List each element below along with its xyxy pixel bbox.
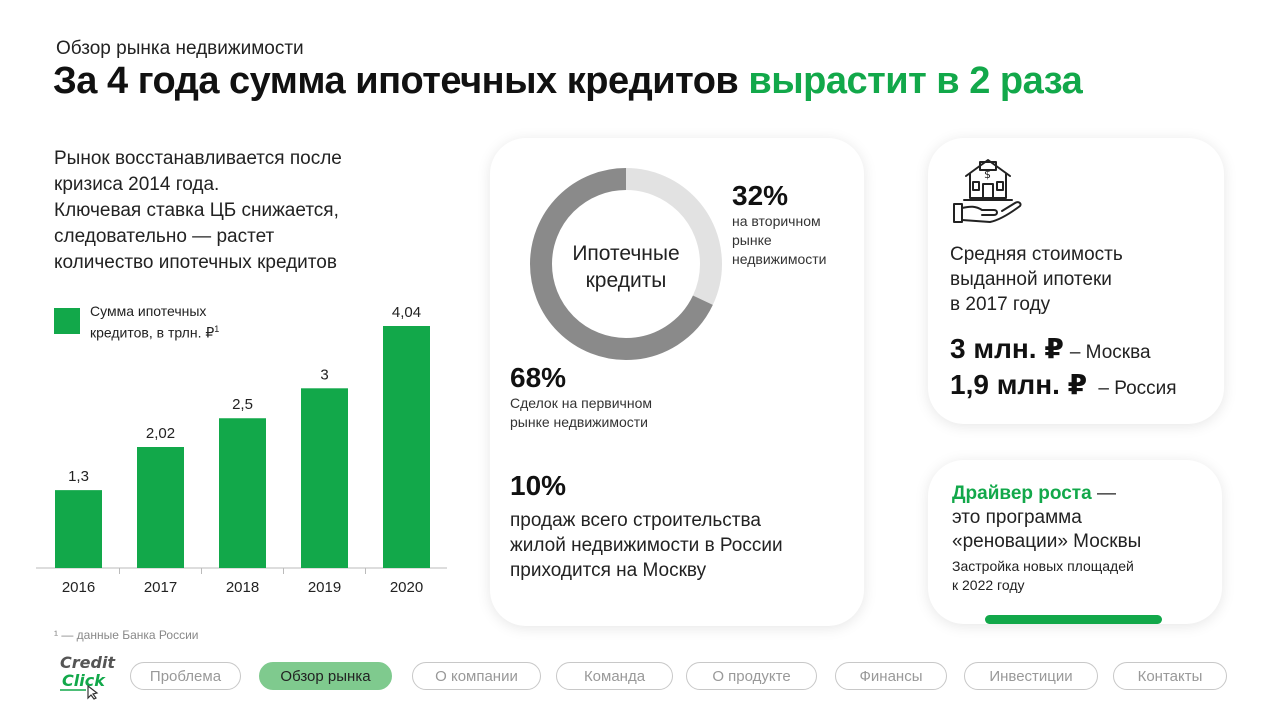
x-tick-label: 2019 (308, 579, 341, 596)
nav-tab[interactable]: Обзор рынка (259, 662, 392, 690)
title-accent: вырастит в 2 раза (748, 60, 1083, 102)
bar-value-label: 4,04 (392, 304, 421, 321)
growth-driver-text: Драйвер роста — это программа «реновации… (952, 483, 1142, 552)
nav-tab[interactable]: О продукте (686, 662, 817, 690)
x-tick-label: 2018 (226, 579, 259, 596)
growth-driver-subtext: Застройка новых площадей к 2022 году (952, 558, 1134, 593)
bar-value-label: 1,3 (68, 468, 89, 485)
stat-value: 68% (510, 362, 567, 393)
growth-driver-card (928, 460, 1222, 624)
x-tick-label: 2017 (144, 579, 177, 596)
svg-text:$: $ (984, 168, 991, 181)
bar-2020 (383, 326, 430, 568)
stat-value: 10% (510, 470, 567, 501)
mortgage-cost-card (928, 138, 1224, 424)
intro-line: количество ипотечных кредитов (54, 252, 337, 273)
credit-click-logo[interactable]: Credit Click (56, 650, 118, 700)
nav-tab[interactable]: Контакты (1113, 662, 1227, 690)
intro-text: Рынок восстанавливается после кризиса 20… (54, 146, 414, 276)
chart-legend: Сумма ипотечных кредитов, в трлн. ₽1 (54, 302, 260, 342)
title-main: За 4 года сумма ипотечных кредитов (53, 60, 749, 102)
growth-driver-bar (985, 615, 1162, 624)
nav-tab[interactable]: Финансы (835, 662, 947, 690)
bar-value-label: 2,5 (232, 396, 253, 413)
stat-desc: на вторичном рынке недвижимости (732, 213, 827, 267)
bar-2017 (137, 447, 184, 568)
bar-value-label: 3 (320, 366, 328, 383)
secondary-market-stat: 32% на вторичном рынке недвижимости (732, 180, 862, 269)
intro-line: Ключевая ставка ЦБ снижается, (54, 200, 339, 221)
svg-text:Credit: Credit (60, 653, 116, 672)
nav-tab[interactable]: Команда (556, 662, 673, 690)
x-tick-label: 2016 (62, 579, 95, 596)
bar-2019 (301, 388, 348, 568)
avg-mortgage-label: Средняя стоимость выданной ипотеки в 201… (950, 244, 1123, 315)
page-title: За 4 года сумма ипотечных кредитов вырас… (53, 60, 1083, 103)
stat-value: 32% (732, 180, 789, 211)
bar-2018 (219, 418, 266, 568)
donut-slice-primary (530, 168, 722, 360)
nav-tab[interactable]: Инвестиции (964, 662, 1098, 690)
stat-desc: продаж всего строительства жилой недвижи… (510, 510, 783, 581)
svg-text:Click: Click (62, 671, 106, 690)
russia-price: 1,9 млн. ₽ – Россия (950, 369, 1177, 400)
moscow-price: 3 млн. ₽ – Москва (950, 333, 1151, 364)
nav-tab[interactable]: О компании (412, 662, 541, 690)
intro-line: кризиса 2014 года. (54, 174, 220, 195)
mortgage-donut-chart (530, 168, 722, 360)
bar-2016 (55, 490, 102, 568)
stat-desc: Сделок на первичном рынке недвижимости (510, 395, 652, 430)
page-subtitle: Обзор рынка недвижимости (56, 38, 304, 59)
legend-label: Сумма ипотечных кредитов, в трлн. ₽1 (90, 303, 220, 341)
x-tick-label: 2020 (390, 579, 423, 596)
moscow-share-stat: 10% продаж всего строительства жилой нед… (510, 470, 850, 583)
primary-market-stat: 68% Сделок на первичном рынке недвижимос… (510, 362, 710, 432)
intro-line: следовательно — растет (54, 226, 275, 247)
intro-line: Рынок восстанавливается после (54, 148, 342, 169)
footnote: ¹ — данные Банка России (54, 628, 199, 642)
nav-tab[interactable]: Проблема (130, 662, 241, 690)
house-money-icon: $ (953, 159, 1022, 223)
bar-value-label: 2,02 (146, 425, 175, 442)
legend-swatch (54, 308, 80, 334)
mortgage-bar-chart: 1,3 2016 2,02 2017 2,5 2018 3 2019 4,04 2020 (36, 304, 447, 596)
donut-center-label: Ипотечные кредиты (572, 242, 680, 292)
